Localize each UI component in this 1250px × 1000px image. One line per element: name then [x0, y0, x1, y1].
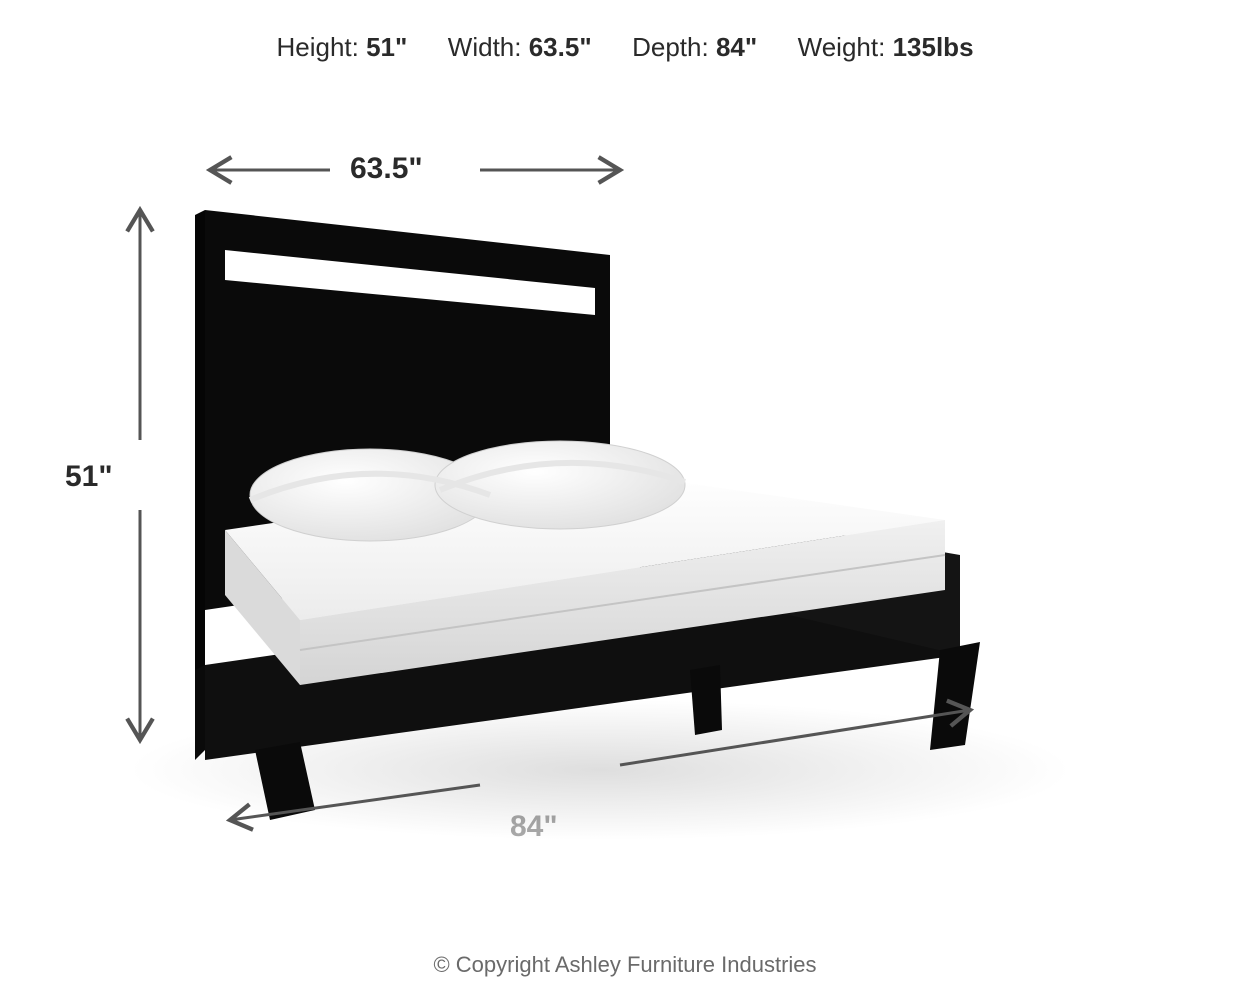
spec-height-value: 51" — [366, 32, 407, 62]
spec-depth-value: 84" — [716, 32, 757, 62]
spec-weight-value: 135lbs — [893, 32, 974, 62]
copyright: © Copyright Ashley Furniture Industries — [0, 952, 1250, 978]
diagram-svg — [0, 110, 1250, 940]
spec-width-label: Width: — [448, 32, 522, 62]
spec-height: Height: 51" — [276, 32, 407, 63]
spec-bar: Height: 51" Width: 63.5" Depth: 84" Weig… — [0, 32, 1250, 63]
diagram-stage: 63.5" 51" 84" — [0, 110, 1250, 940]
spec-weight-label: Weight: — [798, 32, 886, 62]
spec-height-label: Height: — [276, 32, 358, 62]
spec-depth-label: Depth: — [632, 32, 709, 62]
spec-width-value: 63.5" — [529, 32, 592, 62]
spec-width: Width: 63.5" — [448, 32, 592, 63]
spec-depth: Depth: 84" — [632, 32, 757, 63]
spec-weight: Weight: 135lbs — [798, 32, 974, 63]
